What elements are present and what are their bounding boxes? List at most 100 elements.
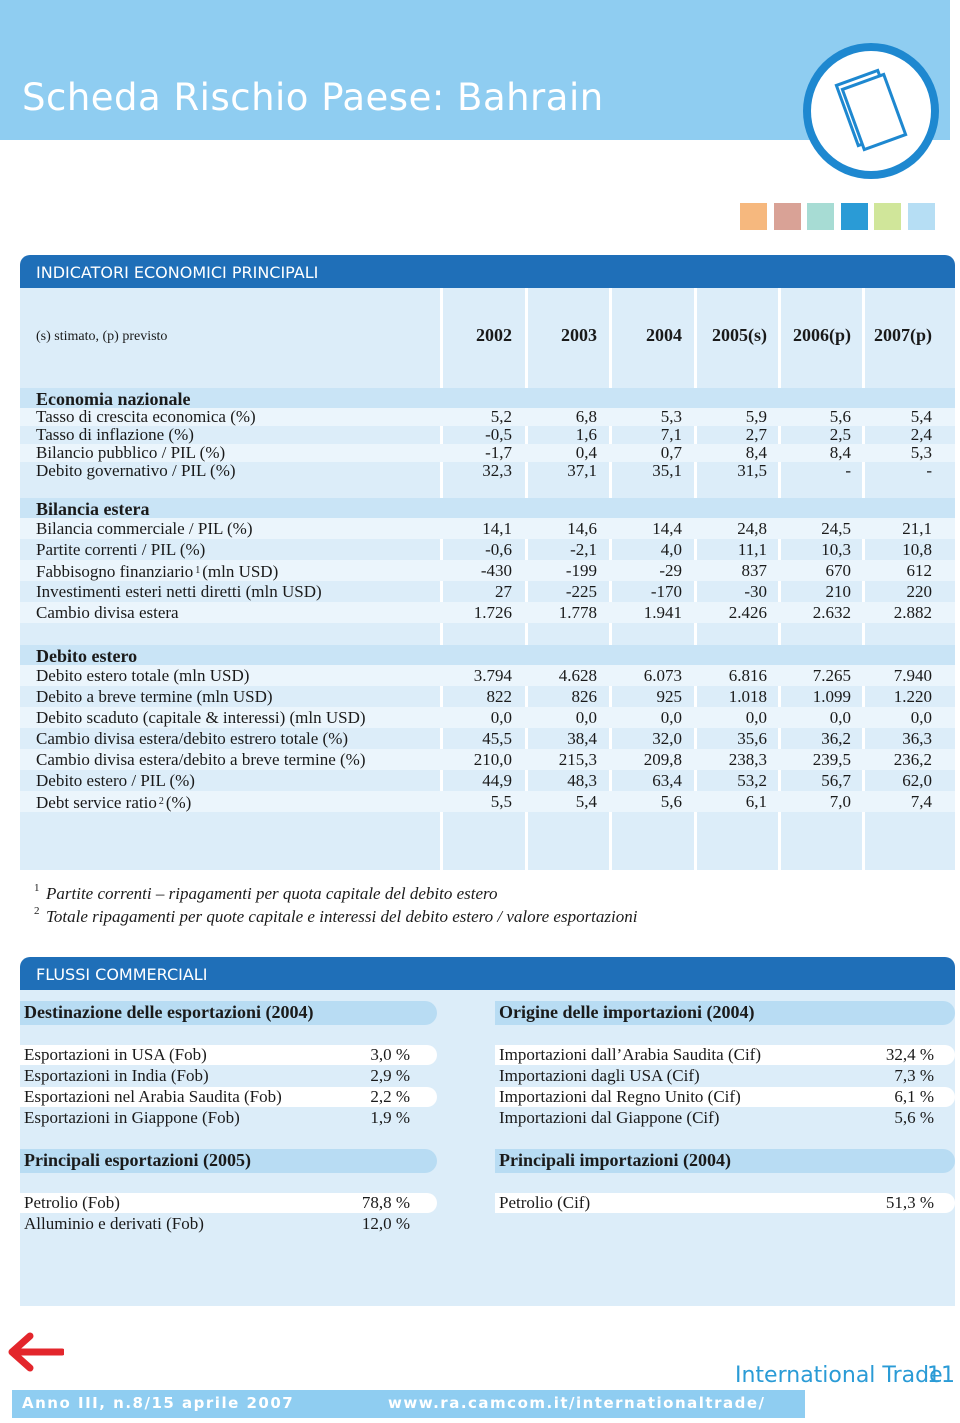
cell: 7,1	[660, 425, 682, 444]
cell: 10,8	[902, 540, 932, 559]
footer-band	[12, 1390, 805, 1418]
brand: International Trade	[735, 1363, 943, 1388]
label: Partite correnti / PIL (%)	[36, 540, 206, 559]
stripe	[20, 665, 955, 686]
cell: 210,0	[473, 750, 512, 769]
footnote-mark: 1	[34, 882, 40, 894]
cell: -	[926, 461, 932, 480]
label: Debito governativo / PIL (%)	[36, 461, 236, 480]
trade-value: 2,2 %	[370, 1087, 410, 1106]
trade-label: Importazioni dall’Arabia Saudita (Cif)	[499, 1045, 761, 1064]
row-label: Debt service ratio 2 (%)	[36, 791, 191, 813]
section-bar	[20, 957, 955, 990]
stripe	[20, 388, 955, 408]
cell: 2,7	[745, 425, 767, 444]
cell: 38,4	[567, 729, 597, 748]
trade-value: 5,6 %	[894, 1108, 934, 1127]
row-label: Bilancia commerciale / PIL (%)	[36, 518, 253, 539]
cell: 1,6	[575, 425, 597, 444]
label: Debito estero totale (mln USD)	[36, 666, 250, 685]
stripe	[20, 498, 955, 518]
cell: 5,2	[490, 407, 512, 426]
stripe	[495, 1045, 955, 1065]
section-heading: INDICATORI ECONOMICI PRINCIPALI	[36, 263, 319, 282]
footnote-mark: 2	[34, 905, 40, 917]
trade-value: 2,9 %	[370, 1066, 410, 1085]
row-label: Debito estero totale (mln USD)	[36, 665, 249, 686]
cell: 238,3	[728, 750, 767, 769]
cell: -29	[659, 561, 682, 580]
cell: 1.099	[812, 687, 851, 706]
panel-title-bar	[20, 1001, 437, 1025]
stripe	[495, 1066, 955, 1086]
swatch	[807, 203, 834, 230]
cell: 7.940	[893, 666, 932, 685]
cell: 1.220	[893, 687, 932, 706]
row-label: Bilancio pubblico / PIL (%)	[36, 444, 225, 462]
cell: 35,6	[737, 729, 767, 748]
trade-value: 6,1 %	[894, 1087, 934, 1106]
cell: 236,2	[893, 750, 932, 769]
row-label: Tasso di inflazione (%)	[36, 426, 194, 444]
cell: 7,0	[829, 792, 851, 811]
trade-value: 32,4 %	[885, 1045, 934, 1064]
label: Tasso di crescita economica (%)	[36, 407, 256, 426]
header-band	[0, 0, 950, 140]
trade-label: Importazioni dal Regno Unito (Cif)	[499, 1087, 741, 1106]
row-label: Debito scaduto (capitale & interessi) (m…	[36, 707, 366, 728]
panel-title: Destinazione delle esportazioni (2004)	[24, 1002, 314, 1022]
swatch	[840, 203, 868, 230]
cell: 62,0	[902, 771, 932, 790]
swatch	[874, 203, 901, 230]
unit: (%)	[165, 793, 192, 812]
row-label: Debito governativo / PIL (%)	[36, 462, 236, 480]
cell: -170	[650, 582, 682, 601]
year: 2003	[561, 325, 597, 345]
stripe	[495, 1087, 955, 1107]
cell: 48,3	[567, 771, 597, 790]
cell: 5,6	[829, 407, 851, 426]
cell: 6.073	[643, 666, 682, 685]
cell: 4,0	[660, 540, 682, 559]
stripe	[495, 1108, 955, 1128]
year: 2002	[476, 325, 512, 345]
stripe	[495, 1193, 955, 1213]
row-label: Cambio divisa estera	[36, 602, 179, 623]
cell: -199	[565, 561, 597, 580]
year: 2005(s)	[712, 325, 767, 345]
cell: 35,1	[652, 461, 682, 480]
label: Investimenti esteri netti diretti (mln U…	[36, 582, 322, 601]
note-mark: 2	[158, 796, 164, 807]
label: Cambio divisa estera/debito a breve term…	[36, 750, 366, 769]
cell: 2.882	[893, 603, 932, 622]
stripe	[20, 1045, 437, 1065]
cell: 1.726	[473, 603, 512, 622]
cell: 0,0	[575, 708, 597, 727]
doc-icon	[803, 43, 939, 179]
cell: 5,3	[660, 407, 682, 426]
panel-title: Principali esportazioni (2005)	[24, 1150, 251, 1170]
cell: 1.941	[643, 603, 682, 622]
cell: 0,0	[910, 708, 932, 727]
cell: 31,5	[737, 461, 767, 480]
row-label: Debito a breve termine (mln USD)	[36, 686, 273, 707]
cell: -0,5	[485, 425, 512, 444]
cell: 0,7	[660, 443, 682, 462]
trade-label: Importazioni dagli USA (Cif)	[499, 1066, 700, 1085]
stripe	[20, 791, 955, 812]
label: Debito scaduto (capitale & interessi) (m…	[36, 708, 366, 727]
cell: 7,4	[910, 792, 932, 811]
trade-label: Alluminio e derivati (Fob)	[24, 1214, 204, 1233]
panel-title-bar	[495, 1149, 955, 1173]
cell: 36,3	[902, 729, 932, 748]
cell: 56,7	[821, 771, 851, 790]
row-label: Fabbisogno finanziario 1 (mln USD)	[36, 560, 278, 582]
cell: -30	[744, 582, 767, 601]
row-label: Cambio divisa estera/debito estrero tota…	[36, 728, 348, 749]
trade-value: 12,0 %	[361, 1214, 410, 1233]
cell: 7.265	[812, 666, 851, 685]
panel	[20, 990, 955, 1306]
cell: 5,3	[910, 443, 932, 462]
footnote: Partite correnti – ripagamenti per quota…	[46, 884, 498, 903]
